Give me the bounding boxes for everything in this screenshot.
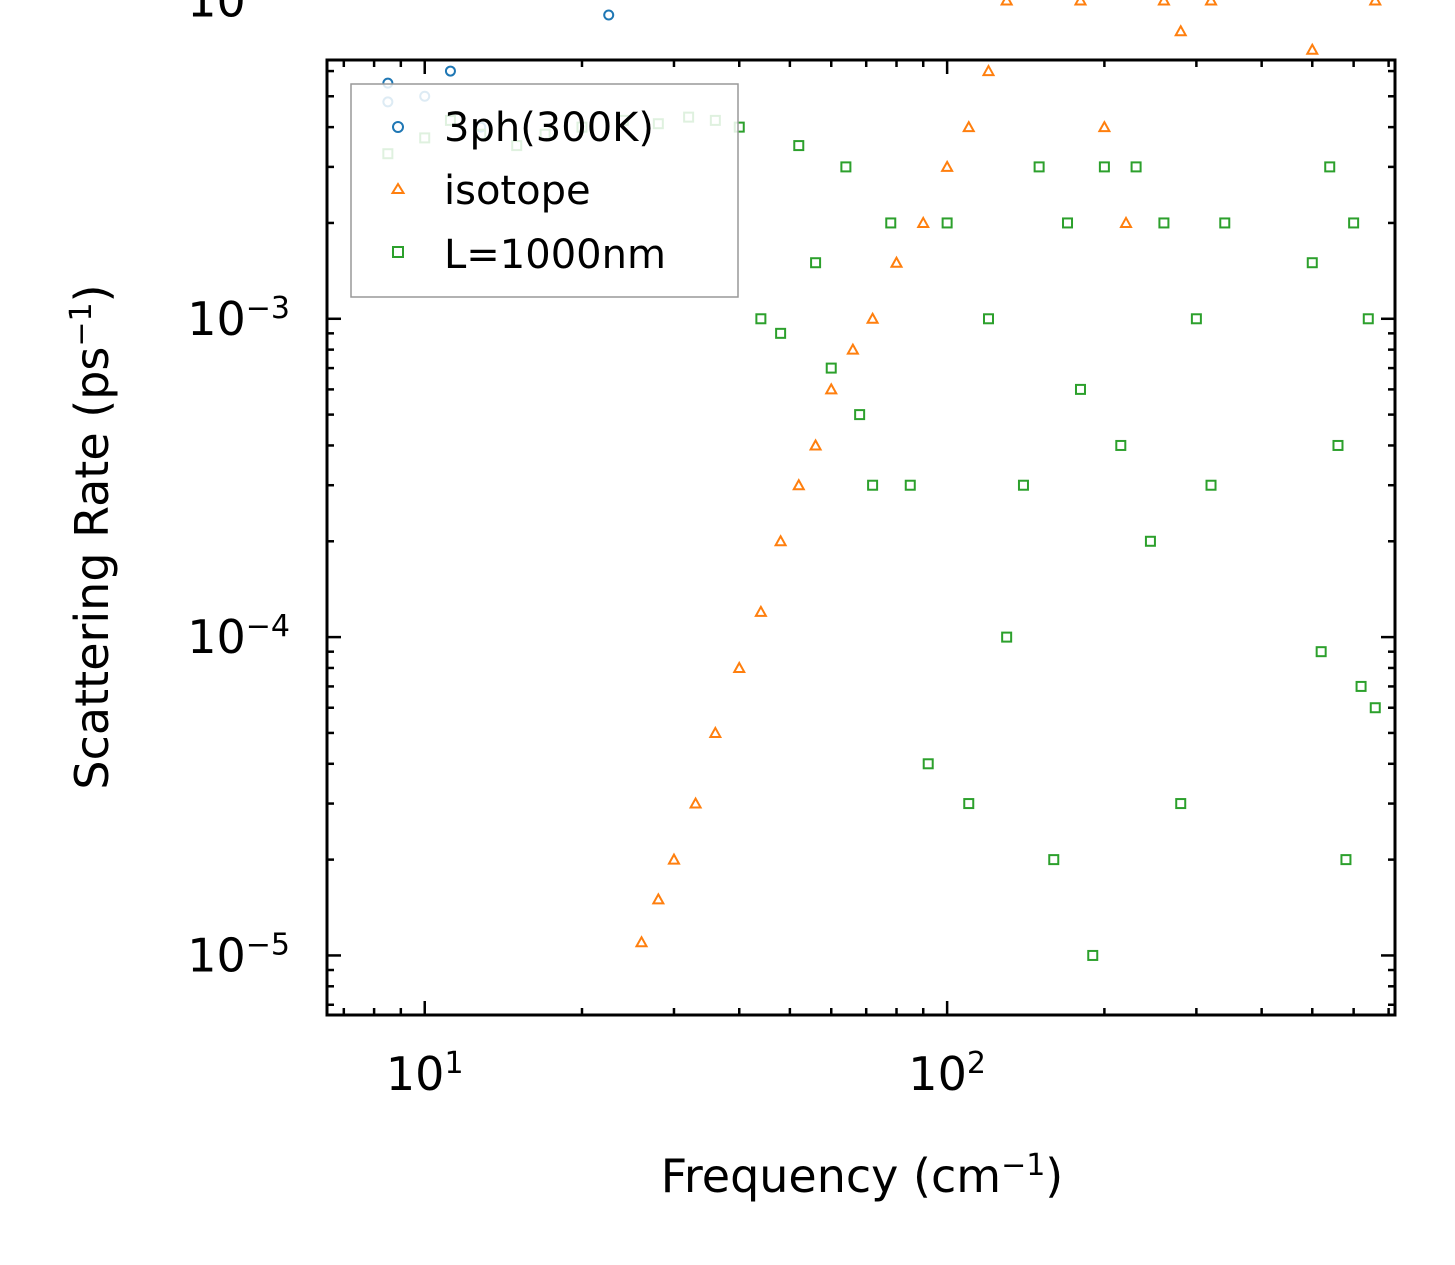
y-tick-label-4: 10−4 bbox=[187, 609, 290, 665]
data-point-2-21 bbox=[904, 479, 916, 491]
data-point-2-50 bbox=[1369, 702, 1381, 714]
legend-marker-3ph bbox=[392, 121, 404, 133]
legend-label-l1000nm: L=1000nm bbox=[444, 232, 666, 278]
data-point-2-17 bbox=[840, 161, 852, 173]
data-point-2-25 bbox=[982, 313, 994, 325]
data-point-2-44 bbox=[1324, 161, 1336, 173]
legend-label-isotope: isotope bbox=[444, 168, 591, 214]
data-point-2-33 bbox=[1098, 161, 1110, 173]
data-point-2-37 bbox=[1158, 217, 1170, 229]
data-point-2-35 bbox=[1130, 161, 1142, 173]
data-point-2-24 bbox=[963, 798, 975, 810]
data-point-1-15 bbox=[940, 159, 954, 172]
data-point-1-32 bbox=[1305, 42, 1319, 55]
data-point-1-11 bbox=[846, 342, 860, 355]
data-point-1-25 bbox=[1119, 215, 1133, 228]
legend-marker-isotope bbox=[390, 182, 406, 194]
data-point-2-41 bbox=[1219, 217, 1231, 229]
data-point-2-28 bbox=[1033, 161, 1045, 173]
data-point-2-27 bbox=[1017, 479, 1029, 491]
data-point-1-18 bbox=[999, 0, 1014, 6]
data-point-2-48 bbox=[1355, 680, 1367, 692]
data-point-1-28 bbox=[1174, 24, 1188, 37]
axes-frame bbox=[325, 58, 1397, 1017]
data-point-0-3 bbox=[444, 65, 456, 77]
axes bbox=[325, 58, 1397, 1017]
data-point-1-10 bbox=[824, 382, 838, 395]
data-point-1-2 bbox=[667, 852, 681, 865]
y-tick-label-2: 10−2 bbox=[187, 0, 290, 27]
data-point-1-6 bbox=[754, 604, 768, 617]
legend-label-3ph: 3ph(300K) bbox=[444, 105, 654, 151]
x-axis-title: Frequency (cm−1) bbox=[661, 1148, 1064, 1204]
data-point-2-15 bbox=[810, 257, 822, 269]
data-point-2-30 bbox=[1062, 217, 1074, 229]
x-tick-label-0: 101 bbox=[386, 1046, 464, 1102]
data-point-0-12 bbox=[603, 9, 615, 21]
data-point-1-14 bbox=[916, 215, 930, 228]
data-point-2-18 bbox=[854, 409, 866, 421]
data-point-2-43 bbox=[1315, 646, 1327, 658]
data-point-2-36 bbox=[1144, 535, 1156, 547]
data-point-2-38 bbox=[1175, 798, 1187, 810]
data-point-1-30 bbox=[1204, 0, 1218, 6]
data-point-1-12 bbox=[865, 311, 880, 324]
data-point-2-34 bbox=[1115, 439, 1127, 451]
data-point-2-26 bbox=[1001, 631, 1013, 643]
data-point-2-49 bbox=[1362, 313, 1374, 325]
data-point-1-37 bbox=[1368, 0, 1382, 6]
y-tick-label-5: 10−5 bbox=[187, 927, 290, 983]
data-point-1-24 bbox=[1097, 120, 1112, 133]
data-point-2-32 bbox=[1087, 949, 1099, 961]
data-point-2-23 bbox=[941, 217, 953, 229]
data-point-2-29 bbox=[1048, 854, 1060, 866]
data-point-1-0 bbox=[634, 935, 649, 948]
data-point-2-22 bbox=[922, 758, 934, 770]
data-point-2-47 bbox=[1348, 217, 1360, 229]
data-point-1-27 bbox=[1157, 0, 1171, 6]
legend-frame bbox=[350, 83, 739, 298]
legend-marker-l1000nm bbox=[392, 246, 404, 258]
ticks: 10110210010−110−210−310−410−5 bbox=[187, 0, 1395, 1101]
data-point-1-23 bbox=[1073, 0, 1088, 6]
data-point-2-46 bbox=[1340, 854, 1352, 866]
data-point-1-5 bbox=[732, 660, 746, 673]
series-1 bbox=[634, 0, 1382, 948]
data-point-1-16 bbox=[962, 120, 976, 133]
data-point-2-45 bbox=[1332, 439, 1344, 451]
data-point-1-1 bbox=[651, 892, 666, 905]
data-point-1-8 bbox=[792, 478, 806, 491]
y-tick-label-3: 10−3 bbox=[187, 290, 290, 346]
data-point-1-4 bbox=[708, 725, 723, 738]
data-point-2-20 bbox=[885, 217, 897, 229]
data-point-1-3 bbox=[688, 796, 703, 809]
y-axis-title: Scattering Rate (ps−1) bbox=[64, 284, 120, 789]
data-point-2-12 bbox=[755, 313, 767, 325]
data-point-2-13 bbox=[775, 327, 787, 339]
data-point-2-40 bbox=[1205, 479, 1217, 491]
data-point-2-14 bbox=[793, 140, 805, 152]
data-point-2-19 bbox=[867, 479, 879, 491]
data-point-1-13 bbox=[889, 255, 904, 268]
data-point-2-39 bbox=[1190, 313, 1202, 325]
data-point-2-42 bbox=[1306, 257, 1318, 269]
legend: 3ph(300K) isotope L=1000nm bbox=[350, 83, 739, 298]
data-point-1-17 bbox=[981, 64, 996, 77]
data-point-1-7 bbox=[773, 534, 788, 547]
data-point-1-9 bbox=[808, 438, 823, 451]
data-point-2-31 bbox=[1074, 383, 1086, 395]
x-tick-label-1: 102 bbox=[908, 1046, 986, 1102]
data-point-2-16 bbox=[825, 362, 837, 374]
